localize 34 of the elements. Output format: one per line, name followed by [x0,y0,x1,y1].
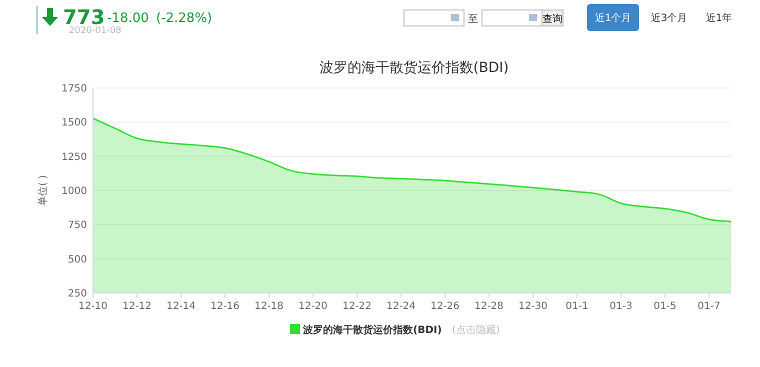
y-tick-label: 250 [68,288,87,300]
chart-title: 波罗的海干散货运价指数(BDI) [319,60,509,76]
x-tick-label: 12-30 [518,301,548,312]
x-tick-label: 12-22 [342,301,372,312]
x-tick-label: 01-1 [566,301,588,312]
text: 查询 [542,13,562,25]
x-tick-label: 12-12 [122,301,152,312]
text: 至 [468,14,478,25]
text: (-2.28%) [156,11,212,26]
x-tick-label: 12-10 [78,301,108,312]
x-tick-label: 12-16 [210,301,240,312]
y-tick-label: 1750 [62,84,87,94]
x-tick-label: 12-20 [298,301,328,312]
x-tick-label: 01-5 [654,301,676,312]
y-tick-label: 1250 [62,152,87,163]
text: (点击隐藏) [452,324,500,336]
text: 2020-01-08 [69,26,122,36]
x-tick-label: 12-18 [254,301,284,312]
y-tick-label: 750 [68,220,87,232]
x-tick-label: 12-26 [430,301,460,312]
text: 近1年 [706,12,732,24]
y-axis-title: 单位( ) [37,174,49,206]
x-tick-label: 01-7 [698,301,720,312]
x-tick-label: 12-24 [386,301,416,312]
x-tick-label: 12-28 [474,301,504,312]
text: 近3个月 [650,12,688,24]
x-tick-label: 01-3 [610,301,632,312]
text: -18.00 [107,11,149,26]
text: 近1个月 [594,12,632,24]
y-tick-label: 1000 [62,186,87,197]
x-tick-label: 12-14 [166,301,196,312]
legend-label: 波罗的海干散货运价指数(BDI) [302,324,442,336]
y-tick-label: 1500 [62,118,87,129]
y-tick-label: 500 [68,254,87,266]
